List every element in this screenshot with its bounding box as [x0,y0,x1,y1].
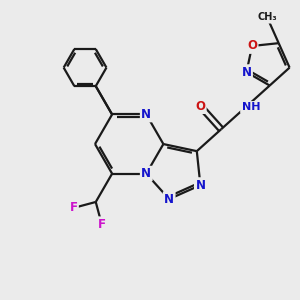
Text: F: F [98,218,106,231]
Text: O: O [247,40,257,52]
Text: CH₃: CH₃ [257,12,277,22]
Text: N: N [164,193,174,206]
Text: O: O [195,100,205,112]
Text: NH: NH [242,102,260,112]
Text: F: F [69,202,77,214]
Text: N: N [242,66,251,79]
Text: N: N [195,179,206,192]
Text: N: N [141,108,151,121]
Text: N: N [141,167,151,180]
